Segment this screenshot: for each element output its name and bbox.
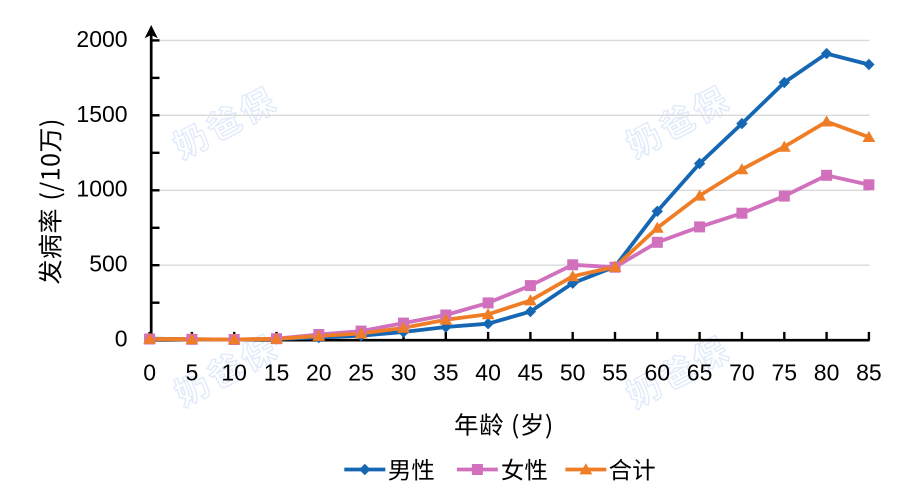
svg-text:70: 70 xyxy=(729,360,755,386)
svg-text:40: 40 xyxy=(475,360,501,386)
svg-text:30: 30 xyxy=(391,360,417,386)
svg-text:25: 25 xyxy=(348,360,374,386)
svg-text:60: 60 xyxy=(645,360,671,386)
svg-text:65: 65 xyxy=(687,360,713,386)
svg-text:500: 500 xyxy=(89,251,127,277)
svg-text:1500: 1500 xyxy=(76,101,127,127)
svg-text:10: 10 xyxy=(221,360,247,386)
svg-text:45: 45 xyxy=(518,360,544,386)
svg-text:75: 75 xyxy=(772,360,798,386)
svg-text:1000: 1000 xyxy=(76,176,127,202)
svg-text:5: 5 xyxy=(186,360,199,386)
svg-text:0: 0 xyxy=(143,360,156,386)
svg-text:85: 85 xyxy=(856,360,882,386)
svg-text:50: 50 xyxy=(560,360,586,386)
svg-text:20: 20 xyxy=(306,360,332,386)
svg-text:80: 80 xyxy=(814,360,840,386)
svg-text:55: 55 xyxy=(602,360,628,386)
svg-text:0: 0 xyxy=(115,326,128,352)
svg-text:15: 15 xyxy=(264,360,290,386)
svg-text:2000: 2000 xyxy=(76,26,127,52)
svg-text:35: 35 xyxy=(433,360,459,386)
